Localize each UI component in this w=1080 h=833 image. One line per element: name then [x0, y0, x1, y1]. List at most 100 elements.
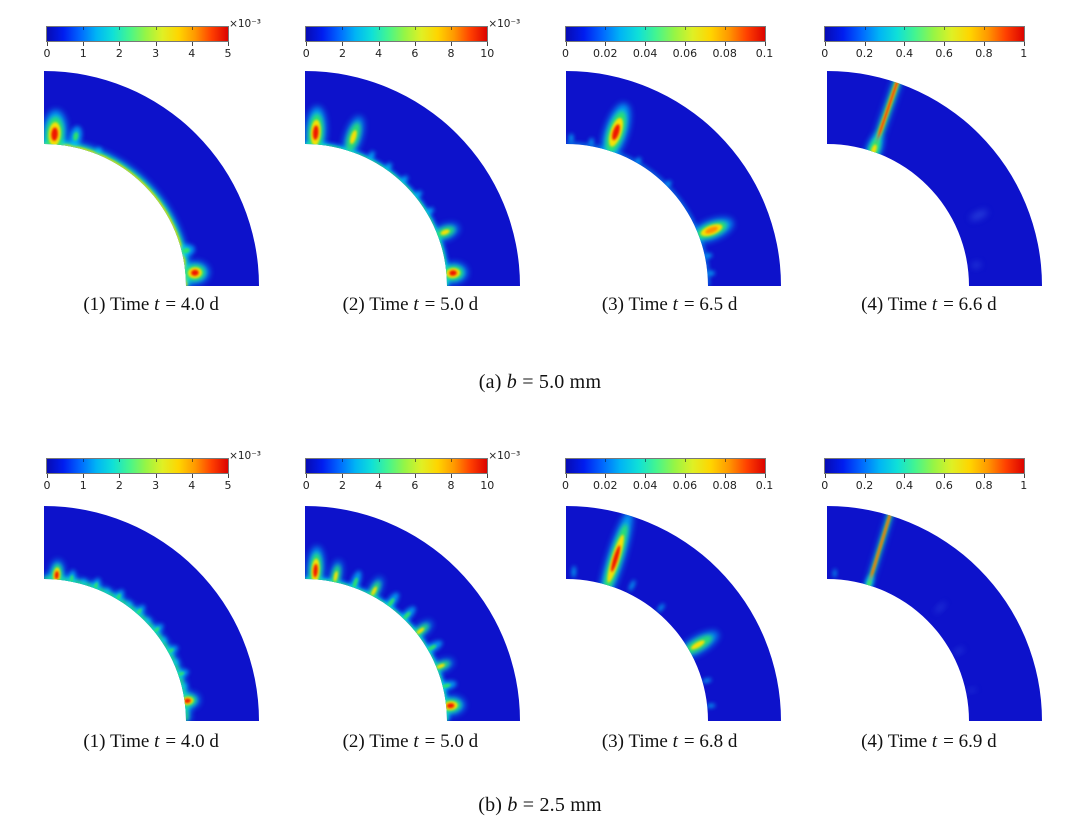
colorbar-tick-mark [764, 474, 766, 478]
colorbar-tick-label: 4 [375, 47, 383, 60]
colorbar-inner-tick [155, 459, 157, 462]
colorbar-inner-tick [414, 459, 416, 462]
colorbar-gradient: 0 2 4 6 8 10 ×10⁻³ [303, 18, 521, 60]
colorbar-gradient: 0 1 2 3 4 5 ×10⁻³ [44, 450, 262, 492]
colorbar-tick-mark [228, 474, 229, 478]
colorbar-tick-mark [904, 474, 906, 478]
colorbar-tick-label: 2 [115, 47, 123, 60]
colorbar-tick-mark [47, 474, 48, 478]
colorbar-tick-mark [944, 474, 946, 478]
colorbar-tick-mark [414, 42, 416, 46]
colorbar-tick-mark [487, 42, 489, 46]
colorbar-inner-tick [378, 27, 380, 30]
colorbar-tick-mark [155, 42, 157, 46]
colorbar-tick-mark [1023, 474, 1025, 478]
colorbar-tick-label: 0.1 [755, 479, 774, 492]
colorbar-tick-label: 0.2 [855, 479, 874, 492]
colorbar-inner-tick [378, 459, 380, 462]
colorbar-inner-tick [904, 459, 906, 462]
colorbar-tick-mark [764, 42, 766, 46]
field-plot [566, 71, 781, 286]
colorbar-gradient: 0 0.2 0.4 0.6 0.8 1 [821, 458, 1027, 492]
colorbar-tick-mark [684, 474, 686, 478]
colorbar-tick-label: 0.2 [855, 47, 874, 60]
caption-value: = 4.0 d [165, 731, 219, 752]
colorbar-tick-label: 0.08 [712, 47, 737, 60]
colorbar-row-a: 0 1 2 3 4 5 ×10⁻³ 0 2 4 6 8 10 ×10⁻³ 0 0.02 0.04 0.06 0.08… [44, 18, 1036, 60]
colorbar-tick-label: 8 [447, 479, 455, 492]
colorbar-inner-tick [944, 27, 946, 30]
colorbar-exponent: ×10⁻³ [229, 450, 261, 462]
caption-index: (4) [861, 731, 884, 752]
colorbar-tick-mark [342, 474, 344, 478]
colorbar-tick-mark [684, 42, 686, 46]
colorbar-gradient: 0 0.02 0.04 0.06 0.08 0.1 [562, 26, 773, 60]
colorbar-inner-tick [645, 459, 647, 462]
colorbar-tick-label: 0.6 [935, 479, 953, 492]
colorbar-tick-mark [451, 42, 453, 46]
colorbar-b2: 0 2 4 6 8 10 ×10⁻³ [302, 450, 521, 492]
colorbar-tick-mark [47, 42, 48, 46]
panel-a3-caption: (3) Time t = 6.5 d [563, 294, 777, 316]
colorbar-tick-mark [414, 474, 416, 478]
colorbar-tick-mark [228, 42, 229, 46]
colorbar-inner-tick [119, 459, 121, 462]
colorbar-b1: 0 1 2 3 4 5 ×10⁻³ [44, 450, 262, 492]
colorbar-inner-tick [191, 459, 193, 462]
colorbar-inner-tick [451, 27, 453, 30]
colorbar-tick-mark [378, 474, 380, 478]
caption-index: (4) [861, 294, 884, 315]
colorbar-tick-mark [83, 42, 85, 46]
colorbar-tick-label: 0.06 [672, 47, 698, 60]
panel-a1-plot [44, 70, 260, 286]
colorbar-tick-label: 2 [115, 479, 123, 492]
colorbar-b4: 0 0.2 0.4 0.6 0.8 1 [821, 458, 1036, 492]
caption-variable: t [413, 294, 419, 315]
colorbar-tick-mark [565, 474, 567, 478]
colorbar-tick-label: 8 [447, 47, 455, 60]
caption-text: Time [628, 731, 668, 752]
colorbar-inner-tick [684, 27, 686, 30]
colorbar-tick-label: 10 [480, 47, 495, 60]
colorbar-tick-label: 0 [821, 47, 829, 60]
colorbar-tick-mark [119, 474, 121, 478]
colorbar-tick-label: 0.02 [593, 479, 618, 492]
panel-b1-caption: (1) Time t = 4.0 d [44, 731, 258, 753]
caption-row-b: (1) Time t = 4.0 d (2) Time t = 5.0 d (3) Ti… [44, 731, 1036, 753]
colorbar-tick-label: 0.8 [975, 47, 993, 60]
panel-b4-plot [827, 505, 1043, 721]
colorbar-tick-label: 0.6 [935, 47, 953, 60]
panel-b2-caption: (2) Time t = 5.0 d [303, 731, 517, 753]
colorbar-tick-mark [824, 474, 826, 478]
colorbar-tick-label: 4 [188, 47, 196, 60]
caption-variable: t [154, 294, 160, 315]
colorbar-gradient: 0 0.02 0.04 0.06 0.08 0.1 [562, 458, 773, 492]
caption-text: Time [109, 294, 150, 315]
colorbar-tick-label: 4 [188, 479, 196, 492]
panel-a4-caption: (4) Time t = 6.6 d [822, 294, 1036, 316]
colorbar-inner-tick [724, 459, 726, 462]
colorbar-tick-label: 6 [411, 47, 419, 60]
colorbar-inner-tick [724, 27, 726, 30]
colorbar-inner-tick [684, 459, 686, 462]
panel-a1-caption: (1) Time t = 4.0 d [44, 294, 258, 316]
plot-row-a [44, 70, 1042, 286]
colorbar-tick-mark [824, 42, 826, 46]
colorbar-inner-tick [191, 27, 193, 30]
colorbar-tick-mark [191, 474, 193, 478]
colorbar-tick-label: 10 [480, 479, 495, 492]
subfigure-b-label: (b) b = 2.5 mm [0, 794, 1080, 817]
caption-value: = 6.5 d [683, 294, 738, 315]
colorbar-tick-label: 0 [302, 479, 310, 492]
colorbar-inner-tick [155, 27, 157, 30]
colorbar-a4: 0 0.2 0.4 0.6 0.8 1 [821, 26, 1036, 60]
colorbar-tick-mark [645, 474, 647, 478]
caption-value: = 6.8 d [683, 731, 738, 752]
caption-value: = 6.6 d [943, 294, 997, 315]
caption-index: (3) [601, 294, 625, 315]
plot-row-b [44, 505, 1042, 721]
colorbar-inner-tick [342, 459, 344, 462]
panel-b1-plot [44, 505, 260, 721]
colorbar-tick-mark [191, 42, 193, 46]
